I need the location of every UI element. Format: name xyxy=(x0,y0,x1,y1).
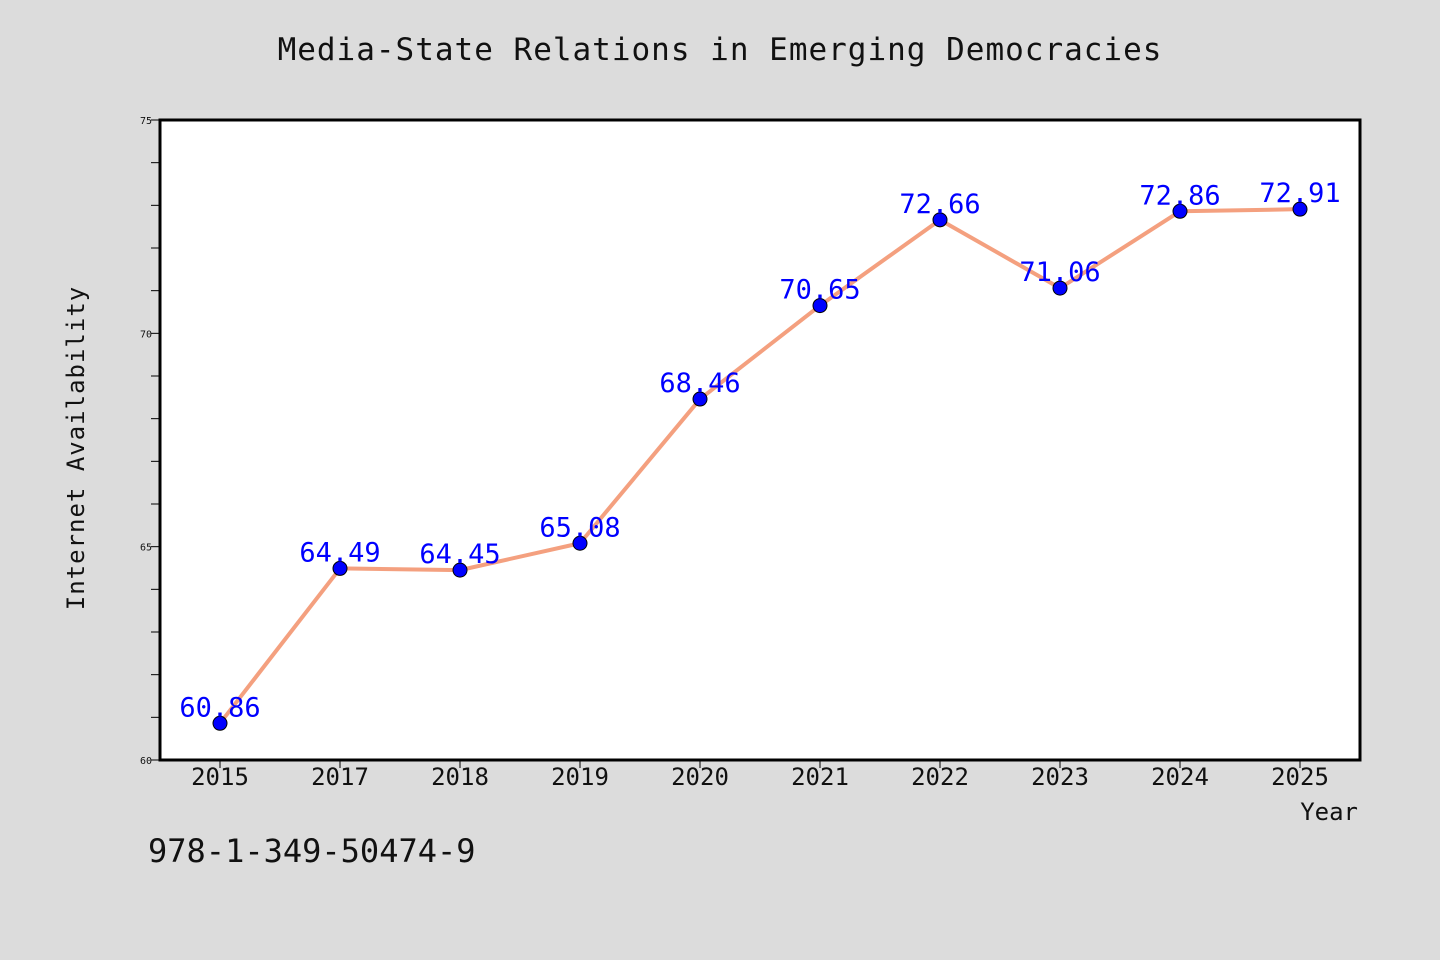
data-label: 70.65 xyxy=(779,275,860,306)
data-point xyxy=(1292,201,1308,217)
series-lines xyxy=(218,207,1301,725)
data-point xyxy=(812,298,828,314)
data-point xyxy=(452,562,468,578)
x-tick-label: 2021 xyxy=(791,763,849,791)
data-point xyxy=(1052,280,1068,296)
data-label: 65.08 xyxy=(539,512,620,543)
data-point xyxy=(1172,203,1188,219)
x-tick-label: 2024 xyxy=(1151,763,1209,791)
data-label: 68.46 xyxy=(659,368,740,399)
y-tick-label: 60 xyxy=(140,756,152,767)
data-point xyxy=(332,560,348,576)
data-label: 64.49 xyxy=(299,537,380,568)
data-label: 72.66 xyxy=(899,189,980,220)
y-axis: 60 65 70 75 xyxy=(140,116,160,767)
x-axis: 2015 2017 2018 2019 2020 2021 2022 2023 2024 2025 xyxy=(191,760,1329,791)
y-axis-title: Internet Availability xyxy=(62,286,90,610)
y-tick-label: 65 xyxy=(140,543,152,554)
data-point xyxy=(212,715,228,731)
y-tick-label: 70 xyxy=(140,329,152,340)
x-tick-label: 2020 xyxy=(671,763,729,791)
data-label: 72.91 xyxy=(1259,178,1340,209)
y-tick-label: 75 xyxy=(140,116,152,127)
data-labels: 60.86 64.49 64.45 65.08 68.46 70.65 72.66 71.06… xyxy=(179,178,1340,723)
x-tick-label: 2015 xyxy=(191,763,249,791)
data-point xyxy=(572,535,588,551)
series-markers xyxy=(212,201,1308,731)
x-tick-label: 2023 xyxy=(1031,763,1089,791)
x-axis-title: Year xyxy=(1300,798,1358,826)
data-label: 71.06 xyxy=(1019,257,1100,288)
data-label: 60.86 xyxy=(179,692,260,723)
data-label: 72.86 xyxy=(1139,180,1220,211)
x-tick-label: 2022 xyxy=(911,763,969,791)
footer-code: 978-1-349-50474-9 xyxy=(148,832,476,870)
x-tick-label: 2017 xyxy=(311,763,369,791)
data-point xyxy=(692,391,708,407)
data-point xyxy=(932,212,948,228)
series-line xyxy=(218,207,1301,725)
chart-title: Media-State Relations in Emerging Democr… xyxy=(277,32,1163,68)
data-label: 64.45 xyxy=(419,539,500,570)
x-tick-label: 2019 xyxy=(551,763,609,791)
x-tick-label: 2018 xyxy=(431,763,489,791)
x-tick-label: 2025 xyxy=(1271,763,1329,791)
plot-area xyxy=(158,118,1362,762)
